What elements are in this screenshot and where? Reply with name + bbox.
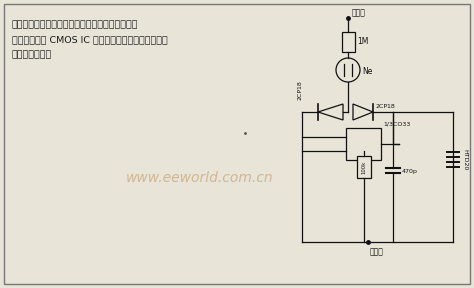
Circle shape xyxy=(336,58,360,82)
Bar xyxy=(342,32,355,52)
Text: 手触履: 手触履 xyxy=(370,247,384,256)
Text: 2CP18: 2CP18 xyxy=(376,104,396,109)
Text: 在测量市电时，通过电阵和氖管的微弱电流，使氖: 在测量市电时，通过电阵和氖管的微弱电流，使氖 xyxy=(12,20,138,29)
Text: 管发光，又使 CMOS IC 组成的振荡电路启振，压电陶: 管发光，又使 CMOS IC 组成的振荡电路启振，压电陶 xyxy=(12,35,168,44)
Polygon shape xyxy=(353,104,373,120)
Bar xyxy=(357,156,371,178)
Text: Ne: Ne xyxy=(362,67,373,77)
Text: 2CP18: 2CP18 xyxy=(298,80,302,100)
Text: 1M: 1M xyxy=(357,37,368,46)
Text: 瓷片发出声音。: 瓷片发出声音。 xyxy=(12,50,52,59)
Text: 100k: 100k xyxy=(362,160,366,174)
Text: 相线端: 相线端 xyxy=(352,8,366,17)
Text: 470p: 470p xyxy=(402,168,418,173)
Bar xyxy=(346,128,381,160)
Text: www.eeworld.com.cn: www.eeworld.com.cn xyxy=(126,171,274,185)
Text: 1/3CO33: 1/3CO33 xyxy=(383,121,410,126)
Text: HTD20: HTD20 xyxy=(462,149,467,170)
Polygon shape xyxy=(318,104,343,120)
